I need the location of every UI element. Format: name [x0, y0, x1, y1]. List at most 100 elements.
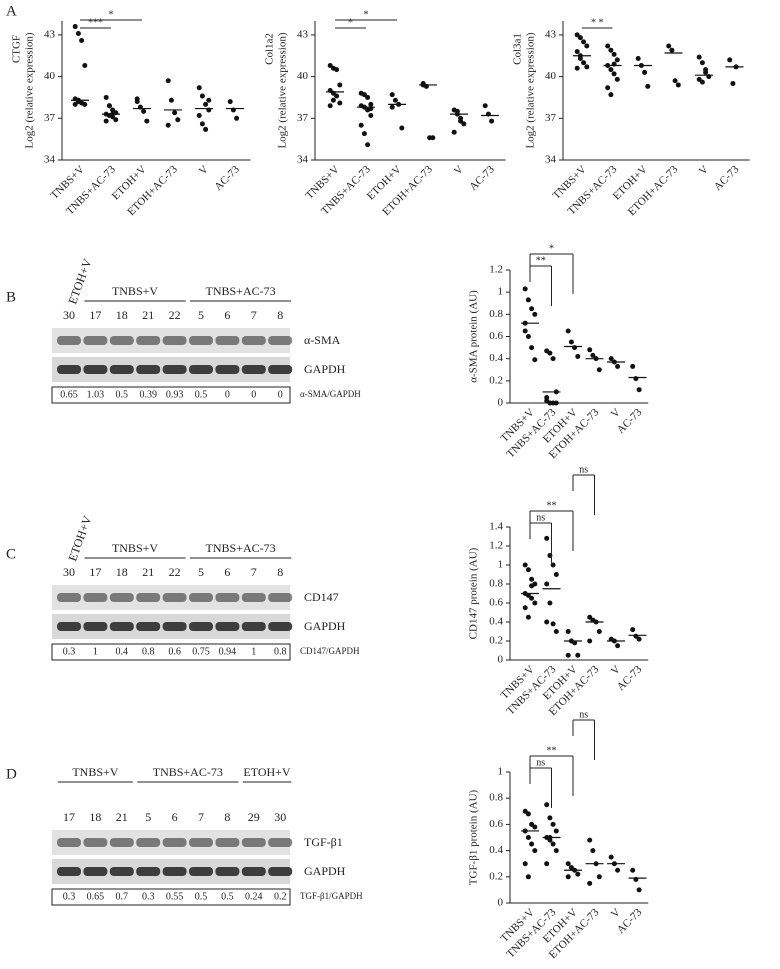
- data-point: [596, 367, 602, 373]
- ratio-label: α-SMA/GAPDH: [300, 389, 361, 399]
- lane-number: 6: [172, 810, 178, 824]
- ratio-value: 0.24: [245, 891, 263, 902]
- blot-band: [136, 838, 161, 847]
- ratio-value: 0.6: [168, 646, 181, 657]
- lane-number: 18: [116, 565, 128, 579]
- band-label: CD147: [304, 590, 339, 604]
- data-point: [103, 118, 109, 124]
- blot-band: [189, 838, 213, 847]
- blot-band: [83, 867, 108, 876]
- lane-number: 29: [248, 810, 260, 824]
- lane-number: 7: [198, 810, 204, 824]
- data-point: [227, 99, 233, 105]
- group-label: TNBS+V: [112, 284, 158, 298]
- data-point: [699, 79, 705, 85]
- group-label: TNBS+AC-73: [206, 284, 276, 298]
- data-point: [141, 108, 147, 114]
- group-label: ETOH+V: [65, 257, 94, 306]
- ratio-value: 0.5: [221, 891, 234, 902]
- data-point: [605, 85, 611, 91]
- band-label: GAPDH: [304, 864, 346, 878]
- data-point: [482, 103, 488, 109]
- blot-band: [215, 622, 240, 631]
- y-axis-label: Log2 (relative expression): [24, 32, 36, 148]
- data-point: [565, 328, 571, 334]
- ratio-box: [51, 888, 291, 906]
- y-tick-label: 0.8: [489, 578, 503, 590]
- y-axis-label: Log2 (relative expression): [525, 32, 537, 148]
- gene-label: Col3a1: [512, 33, 524, 65]
- blot-band: [189, 622, 213, 631]
- blot-band: [57, 622, 81, 631]
- blot-band: [57, 838, 81, 847]
- data-point: [547, 600, 553, 606]
- y-tick-label: 37: [545, 112, 557, 124]
- data-point: [608, 854, 614, 860]
- blot-band: [241, 838, 266, 847]
- data-point: [365, 94, 371, 100]
- ratio-value: 0.5: [195, 389, 208, 400]
- data-point: [203, 126, 209, 132]
- lane-number: 30: [63, 308, 75, 322]
- blot-band: [162, 365, 187, 374]
- data-point: [550, 621, 556, 627]
- ratio-value: 0.7: [116, 891, 129, 902]
- lane-number: 6: [224, 565, 230, 579]
- data-point: [568, 339, 574, 345]
- data-point: [458, 118, 464, 124]
- data-point: [75, 31, 81, 37]
- blot-band: [83, 622, 108, 631]
- blot-band: [268, 365, 293, 374]
- group-label: TNBS+AC-73: [153, 765, 223, 779]
- data-point: [203, 101, 209, 107]
- data-point: [572, 345, 578, 351]
- data-point: [327, 103, 333, 109]
- blot-band: [215, 867, 240, 876]
- data-point: [544, 535, 550, 541]
- data-point: [525, 835, 531, 840]
- gene-label: Col1a2: [264, 33, 276, 65]
- x-tick-label: V: [452, 163, 466, 177]
- sig-label: ns: [536, 512, 545, 523]
- group-label: TNBS+V: [72, 765, 118, 779]
- ratio-value: 0.3: [63, 891, 76, 902]
- lane-number: 8: [277, 565, 283, 579]
- band-label: α-SMA: [304, 333, 341, 347]
- y-tick-label: 0.4: [489, 844, 503, 856]
- data-point: [544, 802, 550, 808]
- lane-number: 17: [89, 308, 101, 322]
- data-point: [234, 115, 240, 121]
- data-point: [330, 97, 336, 103]
- y-tick-label: 0.2: [489, 635, 503, 647]
- data-point: [399, 125, 405, 131]
- panel-letter: A: [6, 3, 17, 19]
- blot-band: [215, 336, 240, 345]
- data-point: [525, 297, 531, 303]
- data-point: [615, 363, 621, 369]
- data-point: [134, 99, 140, 105]
- data-point: [608, 47, 614, 53]
- blot-band: [57, 867, 81, 876]
- sig-label: ns: [579, 709, 588, 720]
- y-tick-label: 0: [498, 654, 504, 666]
- data-point: [550, 821, 556, 827]
- data-point: [630, 363, 636, 369]
- y-tick-label: 1.2: [489, 540, 503, 552]
- y-axis-label: α-SMA protein (AU): [468, 290, 480, 383]
- ratio-value: 0.3: [63, 646, 76, 657]
- x-tick-label: AC-73: [467, 163, 497, 193]
- data-point: [392, 97, 398, 103]
- data-point: [574, 65, 580, 71]
- ratio-label: CD147/GAPDH: [300, 646, 360, 656]
- blot-band: [268, 336, 293, 345]
- data-point: [581, 60, 587, 66]
- sig-label: **: [547, 745, 557, 756]
- y-tick-label: 43: [44, 28, 56, 40]
- data-point: [572, 640, 578, 646]
- y-tick-label: 37: [297, 112, 309, 124]
- data-point: [565, 652, 571, 658]
- data-point: [103, 94, 109, 100]
- ratio-value: 0.65: [87, 891, 105, 902]
- data-point: [532, 357, 538, 363]
- sig-label: *: [364, 9, 369, 20]
